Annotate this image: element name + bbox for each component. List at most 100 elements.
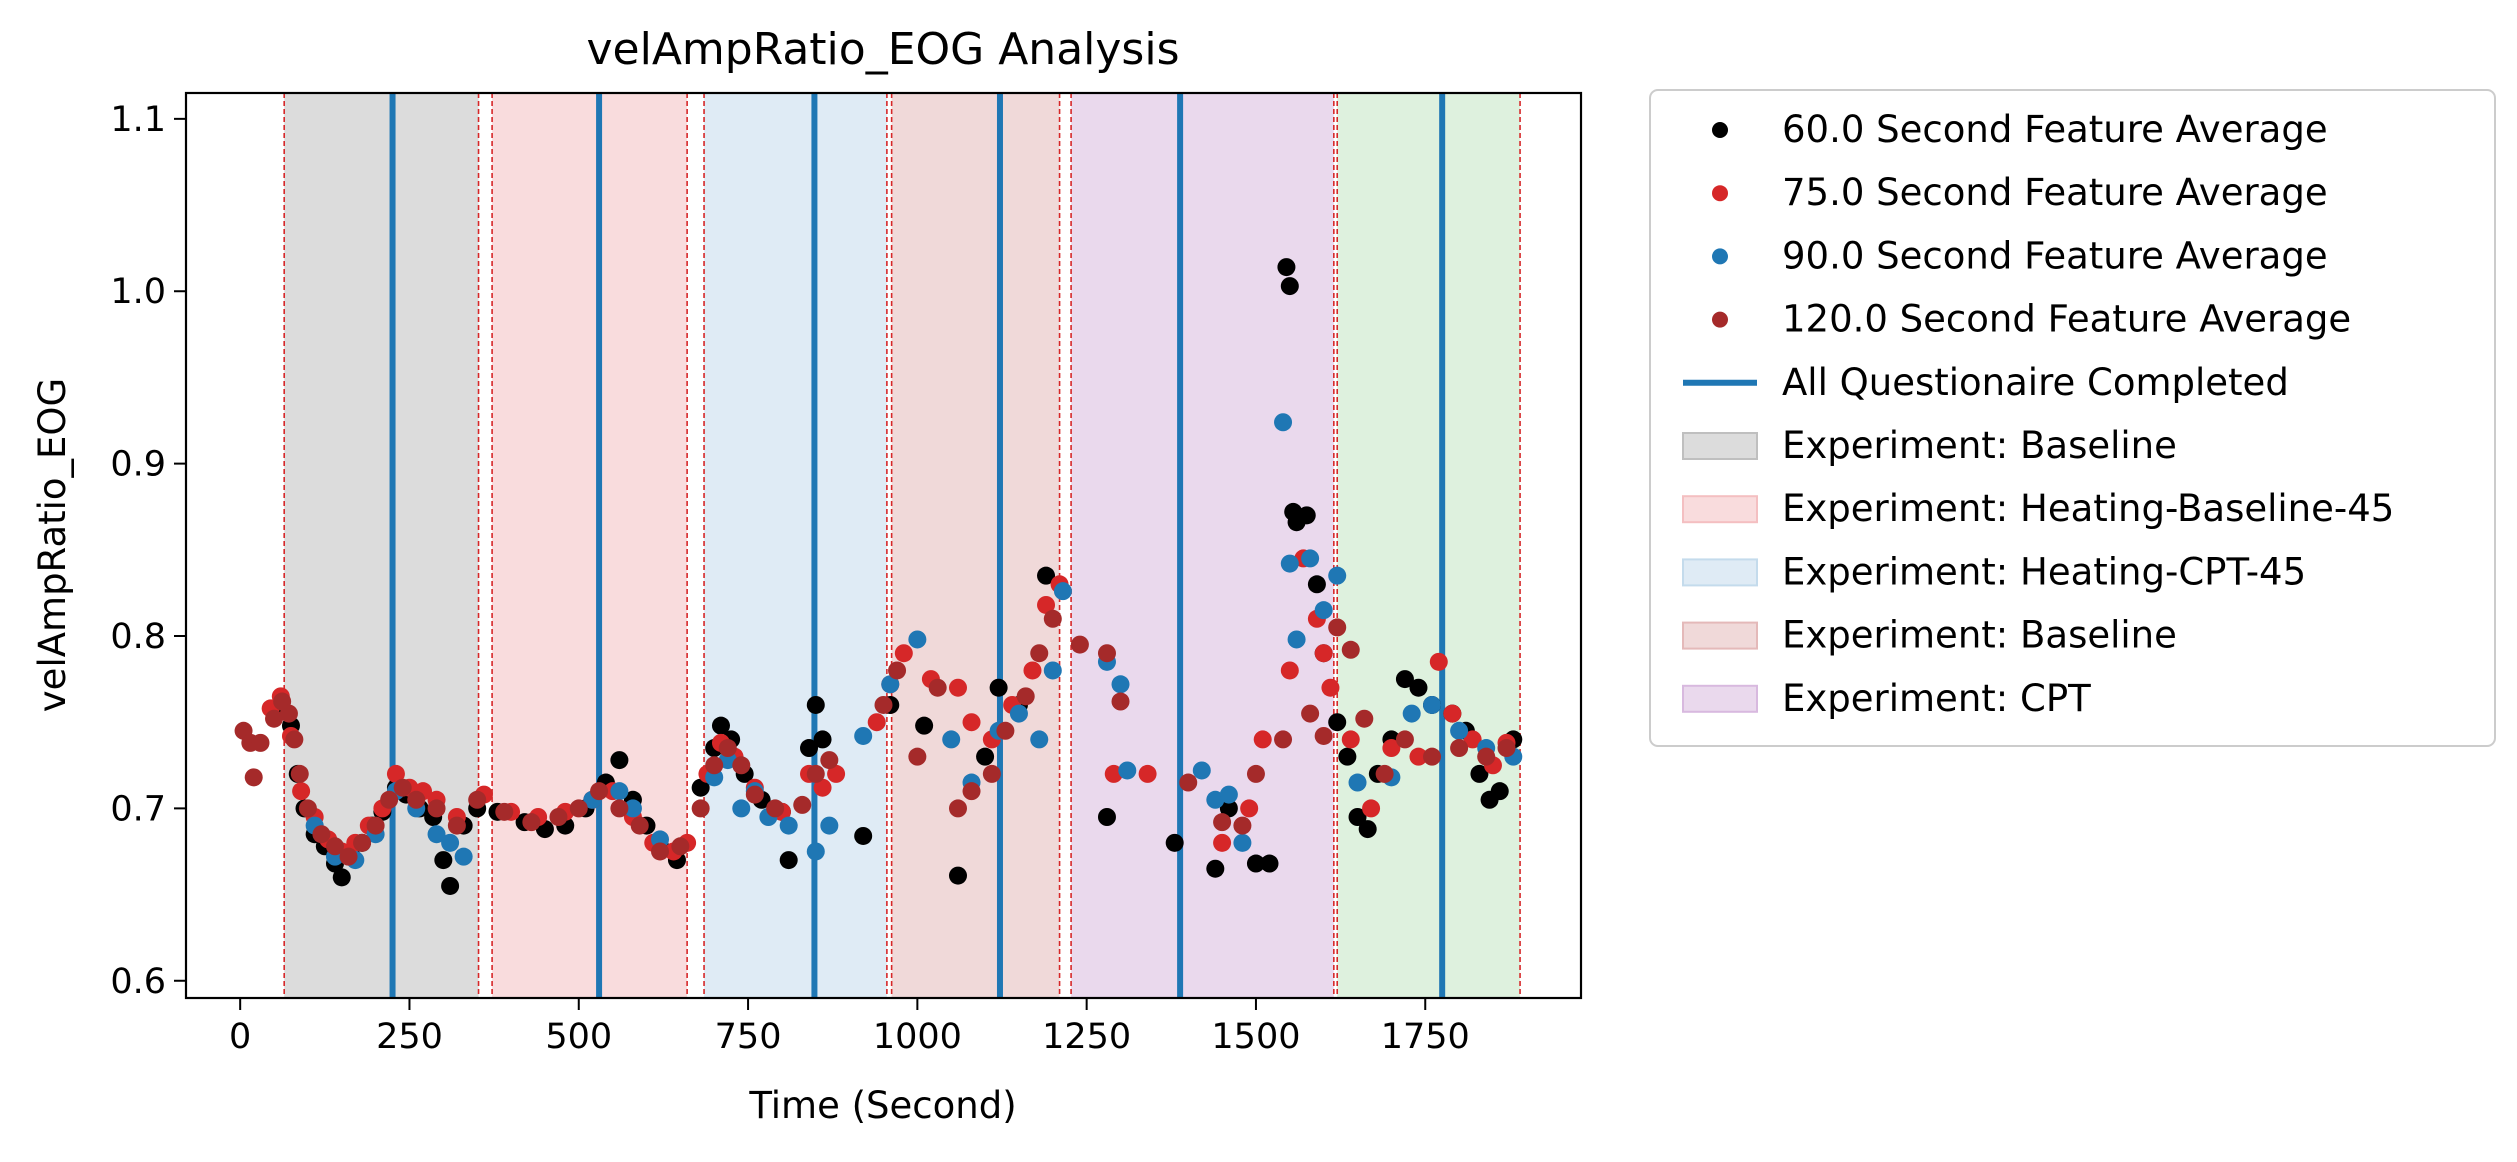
data-point xyxy=(1307,575,1326,594)
axes-frame xyxy=(184,91,1583,1000)
data-point xyxy=(1297,506,1316,525)
data-point xyxy=(928,678,947,697)
legend-marker xyxy=(1712,122,1728,138)
y-tick-label: 1.0 xyxy=(110,272,166,312)
data-point xyxy=(441,833,460,852)
data-point xyxy=(820,751,839,770)
data-point xyxy=(1395,730,1414,749)
legend-marker xyxy=(1682,558,1758,587)
data-point xyxy=(332,868,351,887)
data-point xyxy=(1070,635,1089,654)
data-point xyxy=(671,837,690,856)
data-point xyxy=(434,851,453,870)
data-point xyxy=(745,785,764,804)
data-point xyxy=(1213,813,1232,832)
chart-title: velAmpRatio_EOG Analysis xyxy=(587,24,1180,75)
data-point xyxy=(711,716,730,735)
data-point xyxy=(285,730,304,749)
data-point xyxy=(1443,704,1462,723)
data-point xyxy=(1314,601,1333,620)
data-point xyxy=(1274,730,1293,749)
data-point xyxy=(1138,764,1157,783)
data-point xyxy=(1450,721,1469,740)
data-point xyxy=(1280,277,1299,296)
legend-marker xyxy=(1682,495,1758,524)
x-tick-label: 0 xyxy=(229,1017,251,1057)
data-point xyxy=(854,726,873,745)
data-point xyxy=(1341,730,1360,749)
data-point xyxy=(1280,661,1299,680)
data-point xyxy=(1253,730,1272,749)
data-point xyxy=(827,764,846,783)
x-tick-label: 1000 xyxy=(873,1017,962,1057)
data-point xyxy=(1348,773,1367,792)
y-tick-label: 0.8 xyxy=(110,617,166,657)
x-tick-label: 1500 xyxy=(1211,1017,1300,1057)
legend-marker xyxy=(1682,621,1758,650)
data-point xyxy=(1023,661,1042,680)
data-point xyxy=(312,825,331,844)
data-point xyxy=(1016,687,1035,706)
data-point xyxy=(1030,644,1049,663)
y-axis-label: velAmpRatio_EOG xyxy=(31,378,74,712)
data-point xyxy=(468,790,487,809)
data-point xyxy=(1030,730,1049,749)
data-point xyxy=(1338,747,1357,766)
data-point xyxy=(705,756,724,775)
data-point xyxy=(1043,661,1062,680)
data-point xyxy=(1277,258,1296,277)
data-point xyxy=(1246,854,1265,873)
data-point xyxy=(1314,644,1333,663)
data-point xyxy=(325,837,344,856)
data-point xyxy=(948,678,967,697)
data-point xyxy=(495,802,514,821)
x-tick-label: 500 xyxy=(545,1017,612,1057)
data-point xyxy=(366,816,385,835)
x-tick-label: 1250 xyxy=(1042,1017,1131,1057)
legend-label: All Questionaire Completed xyxy=(1782,361,2289,404)
data-point xyxy=(1097,808,1116,826)
legend-label: Experiment: CPT xyxy=(1782,677,2091,720)
data-point xyxy=(244,768,263,787)
data-point xyxy=(982,764,1001,783)
data-point xyxy=(1423,695,1442,714)
data-point xyxy=(1497,739,1516,758)
experiment-region xyxy=(704,93,887,998)
data-point xyxy=(339,847,358,866)
data-point xyxy=(813,778,832,797)
data-point xyxy=(874,695,893,714)
data-point xyxy=(793,795,812,814)
legend: 60.0 Second Feature Average 75.0 Second F… xyxy=(1649,89,2496,747)
data-point xyxy=(1375,764,1394,783)
data-point xyxy=(894,644,913,663)
data-point xyxy=(1037,566,1056,585)
data-point xyxy=(942,730,961,749)
legend-label: Experiment: Baseline xyxy=(1782,614,2177,657)
legend-marker xyxy=(1712,248,1728,265)
data-point xyxy=(1490,782,1509,801)
data-point xyxy=(732,756,751,775)
data-point xyxy=(1111,692,1130,711)
data-point xyxy=(1280,554,1299,573)
x-tick-label: 250 xyxy=(376,1017,443,1057)
data-point xyxy=(1213,833,1232,852)
data-point xyxy=(779,816,798,835)
data-point xyxy=(1206,790,1225,809)
data-point xyxy=(1287,630,1306,649)
x-tick-label: 750 xyxy=(715,1017,782,1057)
data-point xyxy=(590,782,609,801)
data-point xyxy=(1219,799,1238,818)
data-point xyxy=(779,851,798,870)
data-point xyxy=(881,675,900,694)
y-tick-label: 1.1 xyxy=(110,100,166,140)
data-point xyxy=(630,816,649,835)
data-point xyxy=(1240,799,1259,818)
data-point xyxy=(806,764,825,783)
data-point xyxy=(522,813,541,832)
data-point xyxy=(1429,652,1448,671)
data-point xyxy=(1477,747,1496,766)
legend-label: Experiment: Heating-Baseline-45 xyxy=(1782,487,2394,530)
data-point xyxy=(1118,761,1137,780)
